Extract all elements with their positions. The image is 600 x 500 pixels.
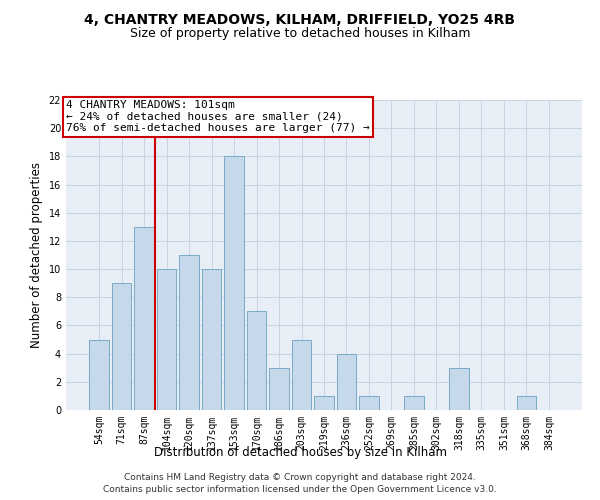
Bar: [269, 368, 289, 410]
Bar: [292, 340, 311, 410]
Bar: [359, 396, 379, 410]
Bar: [404, 396, 424, 410]
Bar: [112, 283, 131, 410]
Text: Size of property relative to detached houses in Kilham: Size of property relative to detached ho…: [130, 28, 470, 40]
Bar: [202, 269, 221, 410]
Text: Contains public sector information licensed under the Open Government Licence v3: Contains public sector information licen…: [103, 485, 497, 494]
Bar: [179, 255, 199, 410]
Text: Distribution of detached houses by size in Kilham: Distribution of detached houses by size …: [154, 446, 446, 459]
Bar: [157, 269, 176, 410]
Bar: [314, 396, 334, 410]
Bar: [224, 156, 244, 410]
Bar: [517, 396, 536, 410]
Text: 4 CHANTRY MEADOWS: 101sqm
← 24% of detached houses are smaller (24)
76% of semi-: 4 CHANTRY MEADOWS: 101sqm ← 24% of detac…: [66, 100, 370, 133]
Bar: [449, 368, 469, 410]
Y-axis label: Number of detached properties: Number of detached properties: [30, 162, 43, 348]
Bar: [134, 227, 154, 410]
Bar: [337, 354, 356, 410]
Bar: [89, 340, 109, 410]
Text: Contains HM Land Registry data © Crown copyright and database right 2024.: Contains HM Land Registry data © Crown c…: [124, 474, 476, 482]
Text: 4, CHANTRY MEADOWS, KILHAM, DRIFFIELD, YO25 4RB: 4, CHANTRY MEADOWS, KILHAM, DRIFFIELD, Y…: [85, 12, 515, 26]
Bar: [247, 312, 266, 410]
